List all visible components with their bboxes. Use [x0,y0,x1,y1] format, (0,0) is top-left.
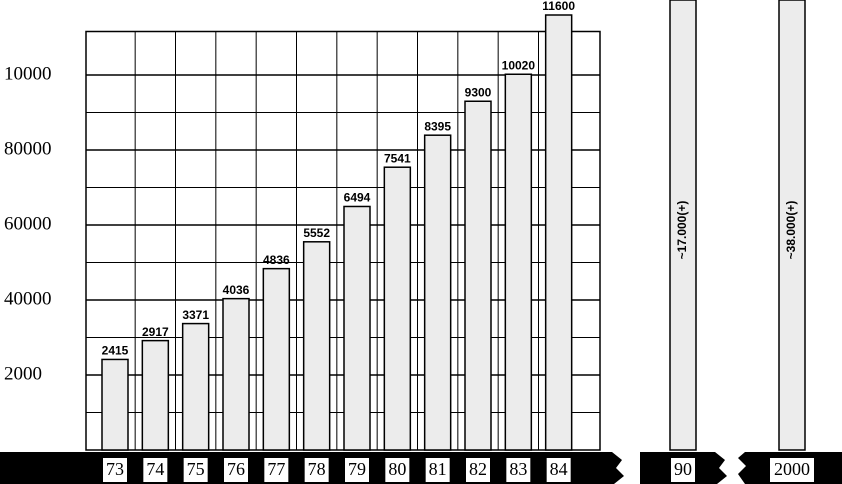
axis-break [612,452,640,484]
plot-frame [85,30,601,451]
bar [669,0,697,451]
category-box [304,458,329,482]
value-label: ~38.000(+) [784,201,798,260]
value-label: 4036 [223,283,250,297]
x-tick-label: 78 [308,459,326,479]
category-box [103,458,127,482]
category-box [224,458,248,482]
category-box [183,458,208,482]
category-box [466,458,490,482]
bar [544,14,573,451]
x-tick-label: 76 [227,459,245,479]
y-tick-label: 2000 [4,363,42,384]
bar [101,358,129,451]
category-box [385,458,410,482]
x-tick-label: 79 [348,459,366,479]
y-tick-label: 80000 [4,138,52,159]
value-label: 10020 [502,58,536,72]
category-box [506,458,531,482]
x-tick-label: 90 [674,459,692,479]
y-tick-label: 60000 [4,213,52,234]
value-label: 4836 [263,253,290,267]
value-label: 6494 [344,191,371,205]
category-box [143,458,168,482]
x-tick-label: 74 [146,459,164,479]
bar [778,0,806,451]
bar [262,267,291,451]
value-label: 2917 [142,325,169,339]
axis-break [715,452,746,484]
axis-band [0,452,842,484]
x-tick-label: 81 [429,459,447,479]
category-box [770,458,814,482]
value-label: 5552 [303,226,330,240]
y-tick-label: 40000 [4,288,52,309]
bar [222,297,250,451]
value-label: 2415 [102,344,129,358]
category-box [425,458,450,482]
category-box [671,458,695,482]
value-label: ~17.000(+) [675,201,689,260]
bar [181,322,210,451]
bar [343,205,371,451]
bar [464,100,492,451]
x-tick-label: 84 [550,459,568,479]
bar [141,339,170,451]
x-tick-label: 82 [469,459,487,479]
y-tick-label: 10000 [4,63,52,84]
category-box [264,458,289,482]
value-label: 11600 [542,0,575,13]
value-label: 3371 [182,308,209,322]
bar [504,73,533,451]
x-tick-label: 2000 [774,459,810,479]
x-tick-label: 75 [187,459,205,479]
bar [383,166,412,451]
value-label: 9300 [465,85,492,99]
x-tick-label: 73 [106,459,124,479]
value-label: 8395 [424,119,451,133]
category-box [546,458,571,482]
x-tick-label: 77 [267,459,285,479]
bar [423,134,452,451]
x-tick-label: 83 [509,459,527,479]
category-box [345,458,369,482]
value-label: 7541 [384,151,411,165]
bar [302,241,331,451]
x-tick-label: 80 [388,459,406,479]
